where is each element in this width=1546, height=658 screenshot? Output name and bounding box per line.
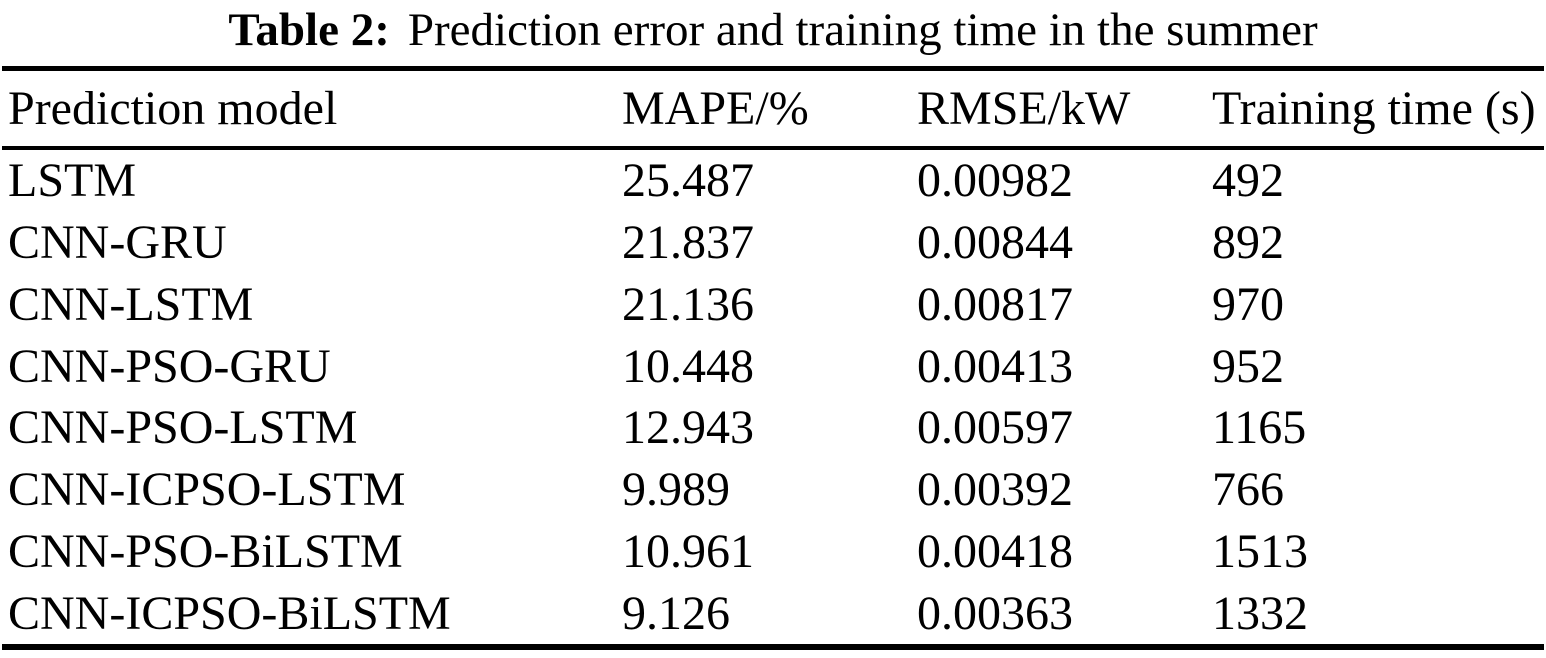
table-row: CNN-PSO-LSTM 12.943 0.00597 1165 <box>0 397 1546 459</box>
cell-rmse: 0.00844 <box>917 216 1073 270</box>
column-header-rmse: RMSE/kW <box>917 82 1131 135</box>
column-header-model: Prediction model <box>8 82 338 135</box>
column-header-time: Training time (s) <box>1212 82 1536 135</box>
table-bottom-rule <box>2 644 1544 650</box>
cell-mape: 10.961 <box>622 524 754 578</box>
cell-mape: 9.126 <box>622 586 730 640</box>
cell-mape: 9.989 <box>622 463 730 517</box>
cell-rmse: 0.00982 <box>917 154 1073 208</box>
table-row: CNN-LSTM 21.136 0.00817 970 <box>0 274 1546 336</box>
column-header-mape: MAPE/% <box>622 82 809 135</box>
table-row: CNN-PSO-BiLSTM 10.961 0.00418 1513 <box>0 521 1546 583</box>
cell-rmse: 0.00597 <box>917 401 1073 455</box>
table-row: LSTM 25.487 0.00982 492 <box>0 150 1546 212</box>
table-caption-text: Prediction error and training time in th… <box>407 4 1318 56</box>
cell-mape: 21.136 <box>622 277 754 331</box>
cell-rmse: 0.00817 <box>917 277 1073 331</box>
cell-mape: 12.943 <box>622 401 754 455</box>
cell-model: CNN-GRU <box>8 216 227 270</box>
cell-model: CNN-PSO-GRU <box>8 339 331 393</box>
table-header-rule <box>2 146 1544 150</box>
table-row: CNN-GRU 21.837 0.00844 892 <box>0 212 1546 274</box>
cell-time: 1165 <box>1212 401 1307 455</box>
cell-model: CNN-ICPSO-LSTM <box>8 463 406 517</box>
cell-mape: 10.448 <box>622 339 754 393</box>
table-caption-label: Table 2: <box>228 4 390 56</box>
cell-mape: 25.487 <box>622 154 754 208</box>
cell-mape: 21.837 <box>622 216 754 270</box>
table-row: CNN-ICPSO-BiLSTM 9.126 0.00363 1332 <box>0 582 1546 644</box>
cell-model: CNN-LSTM <box>8 277 254 331</box>
table-top-rule <box>2 66 1544 71</box>
table-body: LSTM 25.487 0.00982 492 CNN-GRU 21.837 0.00844… <box>0 150 1546 644</box>
cell-model: CNN-ICPSO-BiLSTM <box>8 586 451 640</box>
cell-rmse: 0.00413 <box>917 339 1073 393</box>
table-header-row: Prediction model MAPE/% RMSE/kW Training… <box>0 71 1546 146</box>
cell-model: LSTM <box>8 154 137 208</box>
cell-time: 1513 <box>1212 524 1308 578</box>
cell-rmse: 0.00392 <box>917 463 1073 517</box>
table-row: CNN-PSO-GRU 10.448 0.00413 952 <box>0 335 1546 397</box>
cell-model: CNN-PSO-LSTM <box>8 401 358 455</box>
cell-rmse: 0.00418 <box>917 524 1073 578</box>
cell-time: 766 <box>1212 463 1284 517</box>
cell-time: 970 <box>1212 277 1284 331</box>
cell-rmse: 0.00363 <box>917 586 1073 640</box>
table-row: CNN-ICPSO-LSTM 9.989 0.00392 766 <box>0 459 1546 521</box>
cell-time: 492 <box>1212 154 1284 208</box>
cell-model: CNN-PSO-BiLSTM <box>8 524 403 578</box>
cell-time: 952 <box>1212 339 1284 393</box>
cell-time: 1332 <box>1212 586 1308 640</box>
table-caption: Table 2: Prediction error and training ti… <box>0 0 1546 64</box>
cell-time: 892 <box>1212 216 1284 270</box>
